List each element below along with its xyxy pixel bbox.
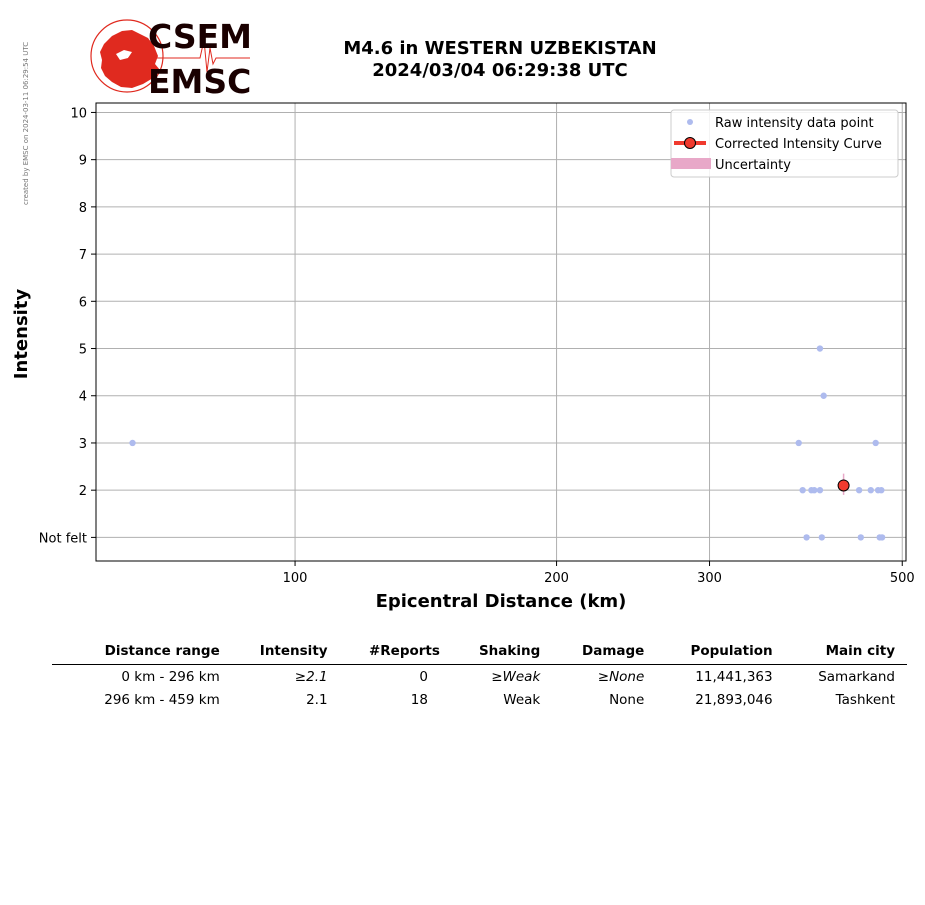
legend-box (670, 109, 899, 178)
raw-data-point (867, 486, 874, 494)
cell-intensity: 2.1 (306, 692, 328, 708)
col-reports: #Reports (335, 640, 448, 665)
corrected-intensity-point (837, 479, 850, 492)
logo-bottom-text: EMSC (148, 62, 251, 98)
y-tick-label: 3 (79, 437, 87, 452)
x-tick-label: 100 (283, 571, 308, 586)
plot-frame (95, 102, 907, 562)
raw-data-point (855, 486, 863, 494)
x-axis-label: Epicentral Distance (km) (376, 591, 627, 612)
y-tick-label: 4 (79, 390, 87, 405)
legend-raw-marker (687, 119, 693, 125)
raw-data-point (818, 534, 826, 541)
chart-title-line2: 2024/03/04 06:29:38 UTC (372, 60, 628, 81)
axis-ticks: 100 200 300 500 Not felt 2 3 4 5 6 7 8 9 10 (39, 106, 915, 586)
cell-population: 11,441,363 (695, 669, 773, 685)
y-tick-label: 6 (79, 295, 87, 310)
intensity-summary-table: Distance range Intensity #Reports Shakin… (52, 640, 907, 711)
col-main-city: Main city (780, 640, 907, 665)
cell-intensity: ≥2.1 (294, 669, 328, 685)
x-tick-label: 500 (890, 571, 915, 586)
legend-corrected-label: Corrected Intensity Curve (715, 137, 882, 152)
col-distance-range: Distance range (52, 640, 228, 665)
col-population: Population (652, 640, 781, 665)
cell-reports: 0 (419, 669, 428, 685)
y-tick-label: 7 (79, 248, 87, 263)
legend: Raw intensity data point Corrected Inten… (670, 109, 899, 178)
raw-data-point (857, 534, 865, 541)
intensity-chart: 100 200 300 500 Not felt 2 3 4 5 6 7 8 9 10 Epicentra… (11, 102, 915, 612)
chart-title: M4.6 in WESTERN UZBEKISTAN 2024/03/04 06… (300, 38, 700, 82)
chart-title-line1: M4.6 in WESTERN UZBEKISTAN (343, 38, 657, 59)
table-row: 296 km - 459 km 2.1 18 Weak None 21,893,… (52, 688, 907, 711)
raw-data-point (816, 486, 824, 494)
cell-damage: ≥None (597, 669, 645, 685)
x-tick-label: 200 (544, 571, 569, 586)
raw-points (129, 345, 886, 541)
y-tick-label: 9 (79, 154, 87, 169)
col-damage: Damage (552, 640, 653, 665)
logo-map-shape (100, 30, 160, 88)
cell-distance: 0 km - 296 km (121, 669, 220, 685)
legend-raw-label: Raw intensity data point (715, 116, 874, 131)
raw-data-point (803, 534, 810, 541)
raw-data-point (820, 392, 827, 399)
table-row: 0 km - 296 km ≥2.1 0 ≥Weak ≥None 11,441,… (52, 665, 907, 689)
logo-seismogram (128, 39, 250, 73)
raw-data-point (878, 486, 885, 494)
x-tick-label: 300 (697, 571, 722, 586)
logo-top-text: CSEM (148, 18, 252, 56)
raw-data-point (799, 486, 806, 494)
y-tick-label: 10 (70, 106, 87, 121)
col-shaking: Shaking (447, 640, 553, 665)
y-axis-label: Intensity (11, 289, 32, 380)
raw-data-point (878, 534, 886, 541)
cell-shaking: Weak (503, 692, 541, 708)
legend-corrected-marker (684, 137, 696, 149)
table-header-row: Distance range Intensity #Reports Shakin… (52, 640, 907, 665)
raw-data-point (811, 486, 818, 494)
y-tick-label: 5 (79, 343, 87, 358)
cell-city: Samarkand (818, 669, 895, 685)
raw-data-point (795, 439, 802, 447)
y-tick-label: 8 (79, 201, 87, 216)
cell-distance: 296 km - 459 km (104, 692, 220, 708)
cell-city: Tashkent (835, 692, 895, 708)
y-tick-label: Not felt (39, 531, 87, 546)
cell-reports: 18 (410, 692, 428, 708)
col-intensity: Intensity (227, 640, 336, 665)
logo-globe-ring (90, 19, 164, 93)
cell-shaking: ≥Weak (491, 669, 541, 685)
legend-uncertainty-label: Uncertainty (715, 158, 791, 173)
corrected-points (837, 479, 850, 492)
raw-data-point (816, 345, 824, 352)
legend-uncertainty-swatch (671, 158, 711, 169)
emsc-logo: CSEM EMSC (90, 18, 252, 98)
raw-data-point (872, 439, 879, 447)
cell-damage: None (609, 692, 645, 708)
y-tick-label: 2 (79, 484, 87, 499)
cell-population: 21,893,046 (695, 692, 773, 708)
raw-data-point (129, 439, 136, 447)
